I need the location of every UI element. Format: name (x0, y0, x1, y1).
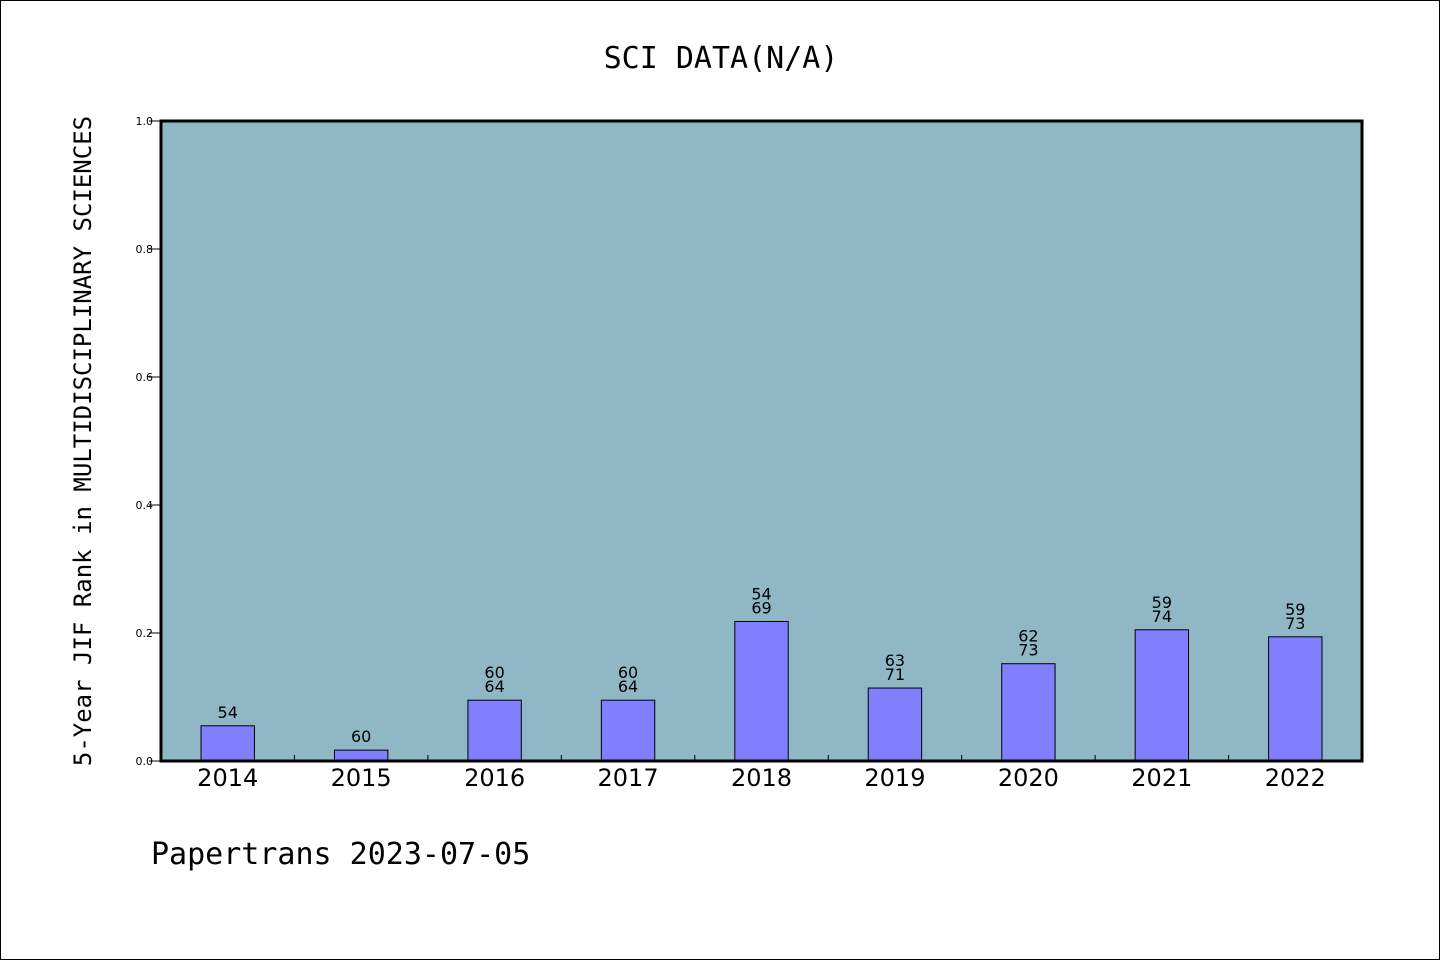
data-label: 60 (351, 727, 371, 746)
data-label: 73 (1018, 641, 1038, 660)
y-tick-label: 0.2 (136, 627, 154, 640)
bar-2019 (867, 687, 923, 762)
y-tick-label: 0.4 (136, 499, 154, 512)
y-axis-label: 5-Year JIF Rank in MULTIDISCIPLINARY SCI… (69, 116, 97, 766)
footer-text: Papertrans 2023-07-05 (151, 837, 530, 872)
data-label: 73 (1285, 614, 1305, 633)
data-label: 74 (1152, 607, 1172, 626)
x-tick-label: 2015 (331, 764, 392, 792)
x-tick-label: 2022 (1265, 764, 1326, 792)
y-tick-label: 0.0 (136, 755, 154, 768)
x-tick-label: 2014 (197, 764, 258, 792)
bars-layer (200, 620, 1323, 762)
data-label: 69 (751, 598, 771, 617)
bar-2017 (600, 699, 656, 762)
x-tick-label: 2016 (464, 764, 525, 792)
data-label: 60 (484, 663, 504, 682)
data-label: 71 (885, 665, 905, 684)
data-label: 54 (751, 584, 771, 603)
x-tick-label: 2020 (998, 764, 1059, 792)
data-label: 59 (1152, 593, 1172, 612)
bar-2020 (1001, 663, 1056, 762)
data-label: 54 (218, 703, 238, 722)
bar-2018 (734, 620, 789, 762)
y-tick-label: 1.0 (136, 115, 154, 128)
x-axis: 2014 2015 2016 2017 2018 2019 2020 2021 2022 (197, 755, 1326, 792)
data-label: 64 (618, 677, 638, 696)
data-label: 63 (885, 651, 905, 670)
bar-2022 (1268, 636, 1323, 762)
bar-2016 (467, 699, 522, 762)
x-tick-label: 2021 (1131, 764, 1192, 792)
bar-2021 (1134, 629, 1190, 762)
x-tick-label: 2018 (731, 764, 792, 792)
y-tick-label: 0.8 (136, 243, 154, 256)
x-tick-label: 2019 (864, 764, 925, 792)
data-label: 59 (1285, 600, 1305, 619)
data-label: 60 (618, 663, 638, 682)
data-label: 62 (1018, 627, 1038, 646)
x-tick-label: 2017 (598, 764, 659, 792)
y-axis: 0.0 0.2 0.4 0.6 0.8 1.0 (136, 115, 161, 768)
y-tick-label: 0.6 (136, 371, 154, 384)
bar-2014 (200, 725, 255, 762)
chart-title: SCI DATA(N/A) (604, 41, 839, 76)
data-label: 64 (484, 677, 504, 696)
bar-2015 (333, 749, 389, 762)
plot-frame (159, 119, 1364, 763)
